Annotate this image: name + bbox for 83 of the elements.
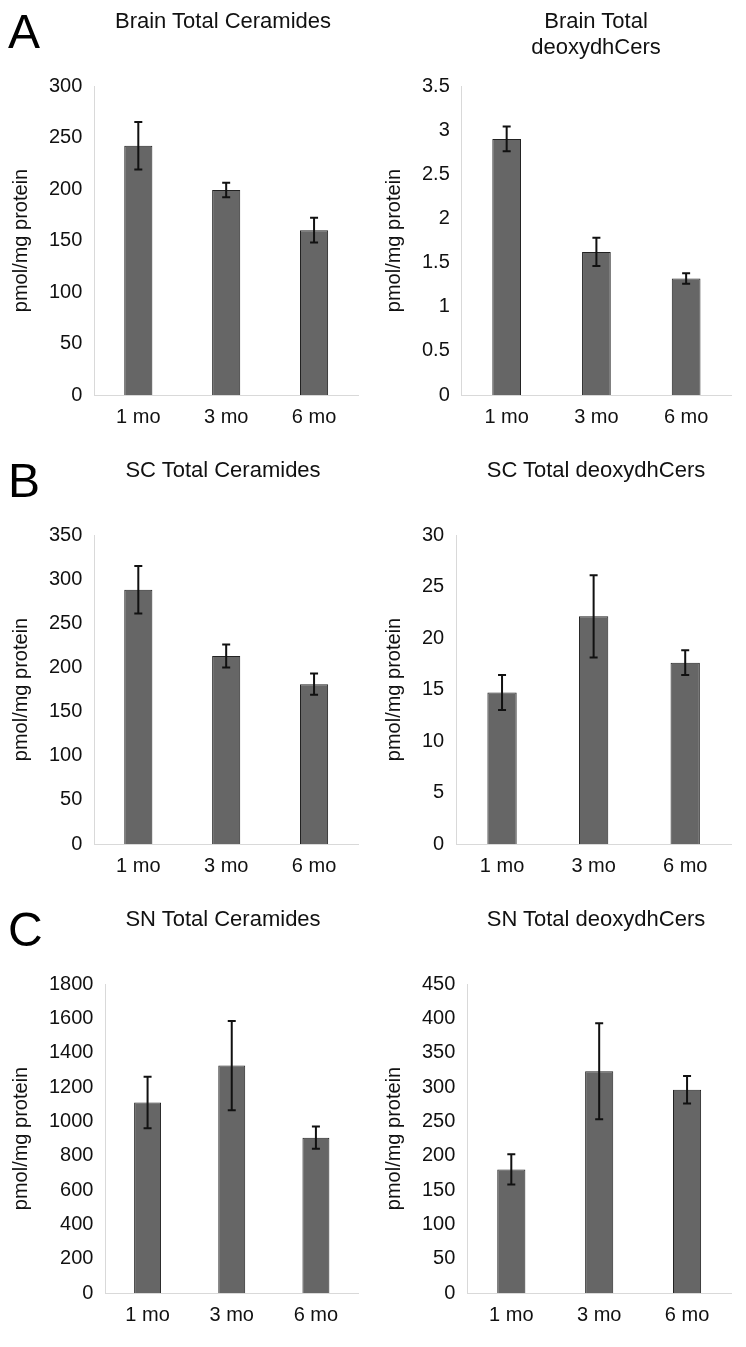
y-tick-label: 25 xyxy=(422,574,445,597)
y-tick-label: 350 xyxy=(421,1040,456,1063)
y-tick-label: 100 xyxy=(48,743,83,766)
y-tick-label: 200 xyxy=(48,176,83,199)
y-tick-label: 200 xyxy=(48,654,83,677)
x-tick-label: 6 mo xyxy=(662,853,708,876)
y-tick-label: 150 xyxy=(48,699,83,722)
y-tick-label: 100 xyxy=(48,279,83,302)
chart-title: SN Total Ceramides xyxy=(124,906,322,932)
y-tick-label: 300 xyxy=(48,566,83,589)
y-tick-label: 50 xyxy=(60,787,83,810)
chart-title: Brain Total deoxydhCers xyxy=(530,8,662,60)
x-tick-label: 1 mo xyxy=(125,1302,170,1325)
text: A xyxy=(8,4,41,59)
text: C xyxy=(8,902,43,957)
y-tick-label: 0 xyxy=(444,1280,456,1303)
y-tick-label: 30 xyxy=(422,522,445,545)
y-tick-label: 200 xyxy=(421,1143,456,1166)
x-tick-label: 3 mo xyxy=(574,404,619,427)
y-tick-label: 200 xyxy=(60,1246,94,1269)
y-tick-label: 1000 xyxy=(48,1108,94,1131)
y-axis-title: pmol/mg protein xyxy=(8,168,31,313)
y-tick-label: 3 xyxy=(438,117,450,140)
y-tick-label: 5 xyxy=(433,780,445,803)
y-tick-label: 50 xyxy=(433,1246,456,1269)
text: B xyxy=(8,453,41,508)
y-tick-label: 2 xyxy=(438,205,450,228)
y-tick-label: 100 xyxy=(421,1211,456,1234)
x-tick-label: 1 mo xyxy=(489,1302,534,1325)
y-axis-title: pmol/mg protein xyxy=(381,1066,404,1211)
y-tick-label: 0.5 xyxy=(421,338,450,361)
y-tick-label: 250 xyxy=(421,1108,456,1131)
x-tick-label: 3 mo xyxy=(203,404,249,427)
y-tick-label: 1400 xyxy=(48,1040,94,1063)
y-tick-label: 600 xyxy=(60,1177,94,1200)
y-tick-label: 10 xyxy=(422,728,445,751)
y-tick-label: 1200 xyxy=(48,1074,94,1097)
y-tick-label: 0 xyxy=(71,382,83,405)
x-tick-label: 6 mo xyxy=(293,1302,339,1325)
y-tick-label: 1600 xyxy=(48,1005,94,1028)
y-tick-label: 2.5 xyxy=(421,161,450,184)
y-tick-label: 0 xyxy=(82,1280,94,1303)
y-tick-label: 0 xyxy=(438,382,450,405)
y-tick-label: 150 xyxy=(48,228,83,251)
x-tick-label: 6 mo xyxy=(291,404,337,427)
x-tick-label: 6 mo xyxy=(291,853,337,876)
y-tick-label: 50 xyxy=(60,331,83,354)
y-axis-title: pmol/mg protein xyxy=(8,1066,31,1211)
y-tick-label: 400 xyxy=(60,1211,94,1234)
chart-title: SC Total deoxydhCers xyxy=(485,457,707,483)
x-tick-label: 1 mo xyxy=(116,404,161,427)
y-axis-title: pmol/mg protein xyxy=(381,617,404,762)
y-tick-label: 1.5 xyxy=(421,250,450,273)
x-tick-label: 3 mo xyxy=(571,853,616,876)
y-tick-label: 20 xyxy=(422,625,445,648)
y-tick-label: 250 xyxy=(48,610,83,633)
x-tick-label: 3 mo xyxy=(203,853,249,876)
y-tick-label: 300 xyxy=(48,73,83,96)
x-tick-label: 3 mo xyxy=(209,1302,254,1325)
y-tick-label: 15 xyxy=(422,677,445,700)
y-tick-label: 450 xyxy=(421,971,456,994)
x-tick-label: 1 mo xyxy=(479,853,525,876)
x-tick-label: 3 mo xyxy=(576,1302,622,1325)
x-tick-label: 6 mo xyxy=(664,1302,710,1325)
y-tick-label: 300 xyxy=(421,1074,456,1097)
x-tick-label: 1 mo xyxy=(116,853,161,876)
y-tick-label: 3.5 xyxy=(421,73,450,96)
y-tick-label: 0 xyxy=(433,831,445,854)
y-axis-title: pmol/mg protein xyxy=(381,168,404,313)
y-tick-label: 1800 xyxy=(48,971,94,994)
y-tick-label: 350 xyxy=(48,522,83,545)
x-tick-label: 6 mo xyxy=(663,404,709,427)
y-tick-label: 800 xyxy=(60,1143,94,1166)
y-tick-label: 250 xyxy=(48,125,83,148)
y-axis-title: pmol/mg protein xyxy=(8,617,31,762)
x-tick-label: 1 mo xyxy=(484,404,529,427)
y-tick-label: 400 xyxy=(421,1005,456,1028)
y-tick-label: 0 xyxy=(71,831,83,854)
chart-title: Brain Total Ceramides xyxy=(114,8,332,34)
y-tick-label: 1 xyxy=(438,294,450,317)
y-tick-label: 150 xyxy=(421,1177,456,1200)
chart-title: SN Total deoxydhCers xyxy=(485,906,707,932)
chart-title: SC Total Ceramides xyxy=(124,457,322,483)
